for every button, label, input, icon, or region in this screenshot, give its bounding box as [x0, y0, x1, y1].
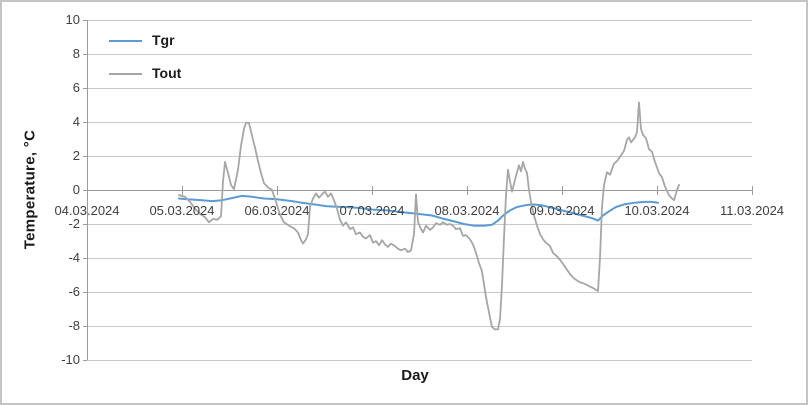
- y-tick-label: 2: [72, 148, 80, 163]
- x-tick-label: 04.03.2024: [54, 203, 120, 218]
- legend-item-tout: Tout: [109, 65, 181, 82]
- x-tick-label: 08.03.2024: [434, 203, 500, 218]
- y-tick-label: -10: [61, 352, 80, 367]
- x-tick-label: 05.03.2024: [149, 203, 215, 218]
- y-tick-label: 8: [72, 46, 80, 61]
- legend: Tgr Tout: [109, 32, 181, 98]
- y-tick-label: -8: [68, 318, 80, 333]
- y-axis-title: Temperature, °C: [21, 129, 39, 250]
- y-tick-label: 0: [72, 182, 80, 197]
- x-tick-label: 07.03.2024: [339, 203, 405, 218]
- x-tick-label: 06.03.2024: [244, 203, 310, 218]
- y-tick-label: 4: [72, 114, 80, 129]
- y-tick-label: 6: [72, 80, 80, 95]
- x-tick-label: 11.03.2024: [719, 203, 785, 218]
- x-tick-label: 10.03.2024: [624, 203, 690, 218]
- y-tick-label: -4: [68, 250, 80, 265]
- tgr-line-swatch-icon: [109, 39, 142, 42]
- x-tick-label: 09.03.2024: [529, 203, 595, 218]
- tgr-series-line: [178, 194, 659, 227]
- y-tick-label: -2: [68, 216, 80, 231]
- tout-series-line: [178, 101, 680, 331]
- x-axis-title: Day: [401, 367, 429, 384]
- y-tick-label: -6: [68, 284, 80, 299]
- legend-item-tgr: Tgr: [109, 32, 181, 49]
- legend-label-tout: Tout: [152, 65, 182, 81]
- y-tick-label: 10: [65, 12, 80, 27]
- tout-line-swatch-icon: [109, 72, 142, 75]
- legend-label-tgr: Tgr: [152, 32, 175, 48]
